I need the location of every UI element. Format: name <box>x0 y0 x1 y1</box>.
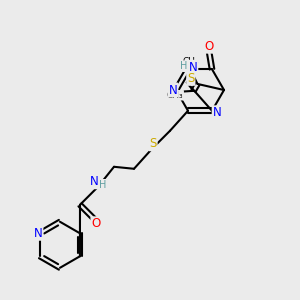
Text: S: S <box>149 137 157 150</box>
Text: CH₃: CH₃ <box>183 57 199 66</box>
Text: N: N <box>189 61 197 74</box>
Text: O: O <box>92 217 100 230</box>
Text: N: N <box>169 83 177 97</box>
Text: H: H <box>180 61 188 71</box>
Text: O: O <box>204 40 214 53</box>
Text: N: N <box>213 106 221 119</box>
Text: S: S <box>187 72 194 85</box>
Text: N: N <box>34 227 43 240</box>
Text: N: N <box>90 175 98 188</box>
Text: CH₃: CH₃ <box>167 91 183 100</box>
Text: H: H <box>99 180 107 190</box>
